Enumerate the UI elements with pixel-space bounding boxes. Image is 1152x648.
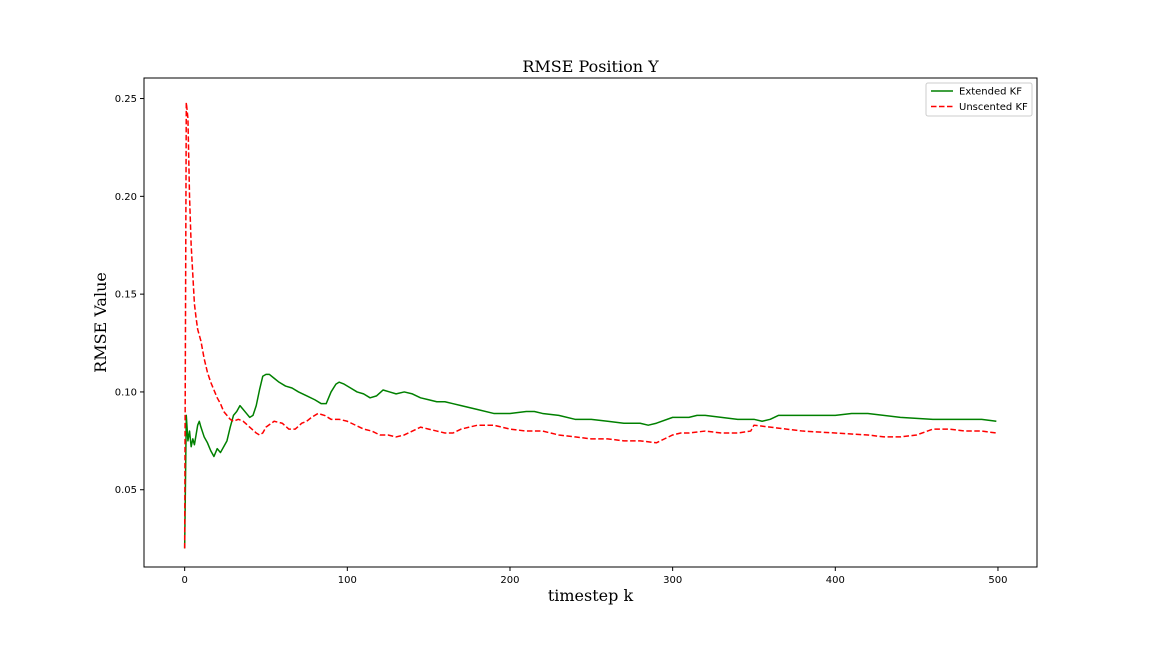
plot-frame	[143, 77, 1038, 568]
x-tick-label: 400	[826, 575, 845, 586]
x-tick-label: 200	[500, 575, 519, 586]
chart-title: RMSE Position Y	[522, 57, 659, 76]
y-axis: 0.05 0.10 0.15 0.20 0.25	[115, 94, 144, 496]
y-tick-label: 0.10	[115, 387, 137, 398]
legend-label-unscented-kf: Unscented KF	[959, 102, 1028, 113]
legend: Extended KF Unscented KF	[925, 82, 1033, 117]
legend-label-extended-kf: Extended KF	[959, 87, 1022, 98]
y-tick-label: 0.20	[115, 192, 137, 203]
y-tick-label: 0.15	[115, 290, 137, 301]
plot-area	[183, 101, 997, 549]
x-tick-label: 500	[988, 575, 1007, 586]
y-tick-label: 0.25	[115, 94, 137, 105]
x-tick-label: 300	[663, 575, 682, 586]
x-tick-label: 0	[181, 575, 187, 586]
y-axis-label: RMSE Value	[91, 272, 110, 373]
series-line-unscented-kf	[183, 101, 997, 549]
series-line-extended-kf	[183, 373, 997, 549]
y-tick-label: 0.05	[115, 485, 137, 496]
x-axis-label: timestep k	[548, 586, 634, 605]
x-tick-label: 100	[338, 575, 357, 586]
x-axis: 0 100 200 300 400 500	[181, 567, 1008, 586]
